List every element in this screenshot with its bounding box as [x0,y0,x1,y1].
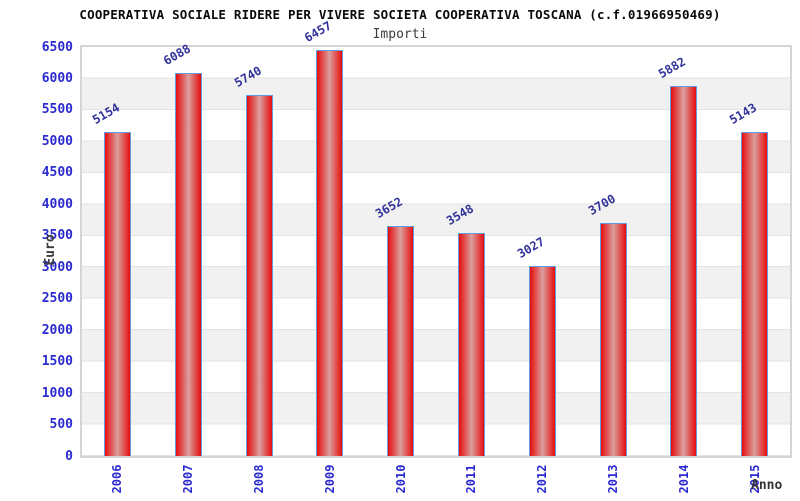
bar-2014 [670,85,698,456]
bar-value-label: 5882 [656,54,689,81]
bar-2015 [741,132,769,456]
y-tick-label: 6500 [41,39,73,55]
bar-2012 [528,265,556,456]
y-tick-label: 5000 [41,133,73,149]
chart-subtitle: Importi [372,27,428,42]
x-tick-label: 2008 [252,464,266,494]
bar-value-label: 3652 [373,194,406,222]
x-tick-label: 2010 [393,464,408,494]
bar-value-label: 5143 [727,100,760,128]
x-tick-label: 2011 [464,464,479,494]
y-tick-label: 3500 [41,228,73,244]
bar-2009 [316,49,344,456]
y-tick-label: 6000 [41,70,73,86]
x-tick-label: 2013 [606,464,620,494]
y-tick-label: 2000 [41,322,73,338]
y-tick-label: 4500 [41,165,73,181]
bar-value-label: 5740 [231,63,264,90]
x-tick-label: 2009 [322,464,337,494]
y-tick-label: 0 [65,448,73,464]
y-tick-label: 4000 [41,196,73,212]
y-tick-label: 3000 [41,259,73,275]
bar-value-label: 3548 [443,201,476,228]
y-axis-label: Euro [43,234,58,266]
bar-2011 [457,232,485,456]
bar-value-label: 3700 [585,191,618,219]
y-tick-label: 2500 [41,291,73,307]
bar-2013 [599,223,627,456]
bar-value-label: 6088 [160,41,193,68]
y-tick-label: 1000 [41,385,73,401]
bar-value-label: 5154 [89,100,122,127]
bar-2010 [387,226,415,456]
x-axis-ticks: 2006 2007 2008 2009 2010 2011 2012 2013 2014 2015 [80,458,792,500]
x-tick-label: 2007 [181,464,196,494]
x-tick-label: 2014 [676,464,691,494]
plot-area: 5154 6088 5740 6457 3652 3548 3027 3700 5882 5143 [80,18,792,458]
plot-grid: 5154 6088 5740 6457 3652 3548 3027 3700 5882 5143 [82,18,790,456]
x-axis-label: Anno [751,478,783,493]
chart-title: COOPERATIVA SOCIALE RIDERE PER VIVERE SO… [79,7,721,22]
bar-2007 [174,72,202,456]
x-tick-label: 2006 [110,464,125,494]
y-tick-label: 1500 [41,354,73,370]
y-tick-label: 5500 [41,102,73,118]
y-axis-ticks: 0 500 1000 1500 2000 2500 3000 3500 4000 4500 5000… [0,40,73,464]
bar-value-label: 3027 [514,233,547,261]
bar-2006 [103,131,131,456]
y-tick-label: 500 [49,417,73,433]
x-tick-label: 2012 [535,464,550,494]
bar-2008 [245,94,273,456]
